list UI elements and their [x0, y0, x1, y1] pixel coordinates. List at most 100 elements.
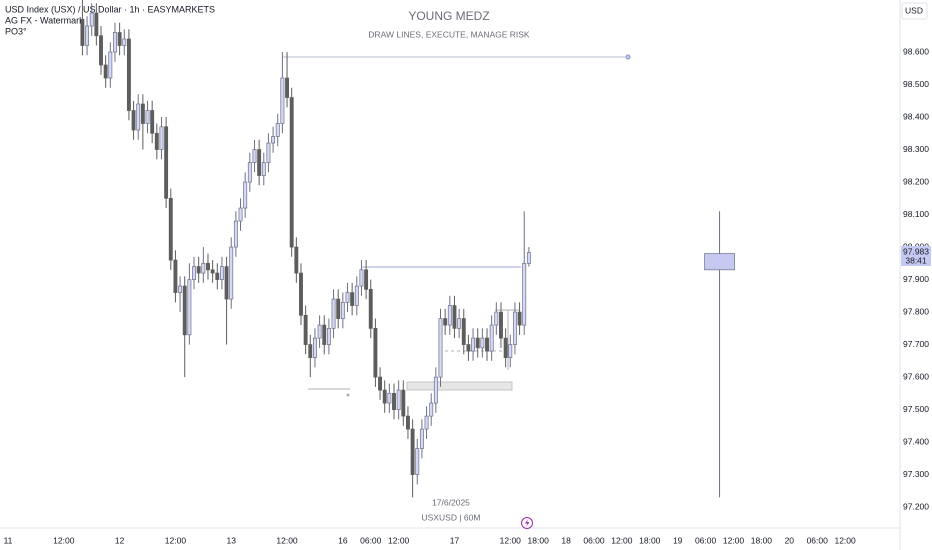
candle-body	[312, 337, 317, 358]
candle-body	[336, 298, 341, 319]
candle-body	[401, 389, 406, 417]
candle-body	[99, 35, 103, 66]
candle-body	[322, 324, 327, 345]
plot	[80, 0, 735, 498]
candle-body	[461, 318, 466, 345]
candle-body	[396, 389, 401, 410]
currency-box[interactable]	[901, 2, 928, 20]
candle-body	[201, 262, 206, 274]
candle-body	[485, 337, 489, 352]
candle-body	[378, 376, 383, 391]
y-tick-label: 98.100	[903, 209, 929, 219]
candle-body	[275, 123, 280, 137]
price-tag: 97.983 38:41	[901, 246, 931, 266]
candle-body	[433, 376, 438, 404]
price-tag-box	[901, 246, 931, 266]
candle-body	[489, 324, 494, 352]
candle-body	[140, 103, 145, 124]
candle-body	[466, 344, 471, 352]
candle-body	[192, 266, 196, 280]
candle-body	[145, 110, 150, 124]
candle-body	[85, 25, 90, 46]
candle-body	[419, 428, 424, 449]
indicator-label: AG FX - Watermark	[5, 15, 84, 25]
candle-body	[303, 314, 308, 345]
candle-body	[429, 402, 434, 417]
candle-body	[103, 64, 108, 79]
x-tick-label: 17	[450, 535, 460, 545]
candle-body	[499, 311, 503, 339]
candle-body	[308, 344, 313, 358]
y-tick-label: 97.900	[903, 274, 929, 284]
x-tick-label: 18:00	[639, 535, 661, 545]
candle-body	[168, 197, 173, 261]
candle-body	[89, 12, 94, 27]
candle-body	[299, 272, 303, 316]
candle-body	[508, 344, 513, 358]
candle-body	[480, 337, 485, 349]
y-tick-label: 97.700	[903, 339, 929, 349]
y-tick-label: 98.200	[903, 176, 929, 186]
candle-body	[392, 392, 396, 410]
candle-body	[382, 389, 387, 404]
candle-body	[150, 110, 155, 134]
x-tick-label: 18:00	[528, 535, 550, 545]
alert-icon[interactable]	[521, 517, 533, 529]
indicator-label: PO3°	[5, 26, 27, 36]
candle-body	[406, 415, 410, 430]
candle-body	[247, 162, 252, 183]
candle-body	[294, 246, 299, 274]
y-tick-label: 98.600	[903, 46, 929, 56]
candle-body	[233, 220, 238, 248]
candle-body	[289, 97, 294, 248]
x-tick-label: 16	[338, 535, 348, 545]
watermark-subtitle: DRAW LINES, EXECUTE, MANAGE RISK	[368, 29, 530, 39]
y-tick-label: 98.300	[903, 144, 929, 154]
y-tick-label: 97.600	[903, 371, 929, 381]
x-tick-label: 12:00	[500, 535, 522, 545]
candle-body	[331, 298, 336, 329]
y-tick-label: 97.300	[903, 469, 929, 479]
y-tick-label: 98.400	[903, 111, 929, 121]
candle-body	[373, 327, 378, 378]
candle-body	[350, 292, 355, 306]
candle-body	[187, 279, 192, 336]
watermark: YOUNG MEDZ	[408, 9, 489, 23]
drawings	[283, 54, 631, 397]
level-handle	[625, 54, 631, 60]
candle-body	[271, 136, 276, 144]
candle-body	[285, 77, 289, 98]
chart-title: USD Index (USX) / US Dollar · 1h · EASYM…	[5, 4, 215, 14]
candle-body	[252, 149, 257, 163]
candle-body	[243, 181, 248, 209]
x-tick-label: 20	[785, 535, 795, 545]
candle-body	[704, 253, 735, 271]
y-tick-label: 98.500	[903, 79, 929, 89]
x-tick-label: 12:00	[611, 535, 633, 545]
candle-body	[164, 126, 169, 199]
x-tick-label: 12	[115, 535, 125, 545]
candle-body	[182, 285, 187, 336]
currency-label[interactable]: USD	[905, 5, 923, 15]
x-tick-label: 06:00	[807, 535, 829, 545]
candle-body	[215, 272, 220, 280]
y-tick-label: 97.500	[903, 404, 929, 414]
candle-body	[494, 311, 499, 326]
candle-body	[317, 324, 322, 339]
candle-body	[517, 311, 522, 326]
x-tick-label: 18:00	[751, 535, 773, 545]
candle-body	[522, 262, 527, 326]
candle-body	[415, 448, 420, 475]
candle-body	[238, 207, 243, 222]
x-tick-label: 12:00	[276, 535, 298, 545]
alert-bolt[interactable]	[525, 519, 530, 527]
x-tick-label: 06:00	[583, 535, 605, 545]
candle-body	[447, 305, 452, 326]
candle-body	[94, 12, 99, 37]
candle-body	[424, 415, 429, 430]
zone-box	[406, 381, 513, 391]
candle-body	[257, 149, 262, 176]
candle-body	[154, 132, 159, 150]
